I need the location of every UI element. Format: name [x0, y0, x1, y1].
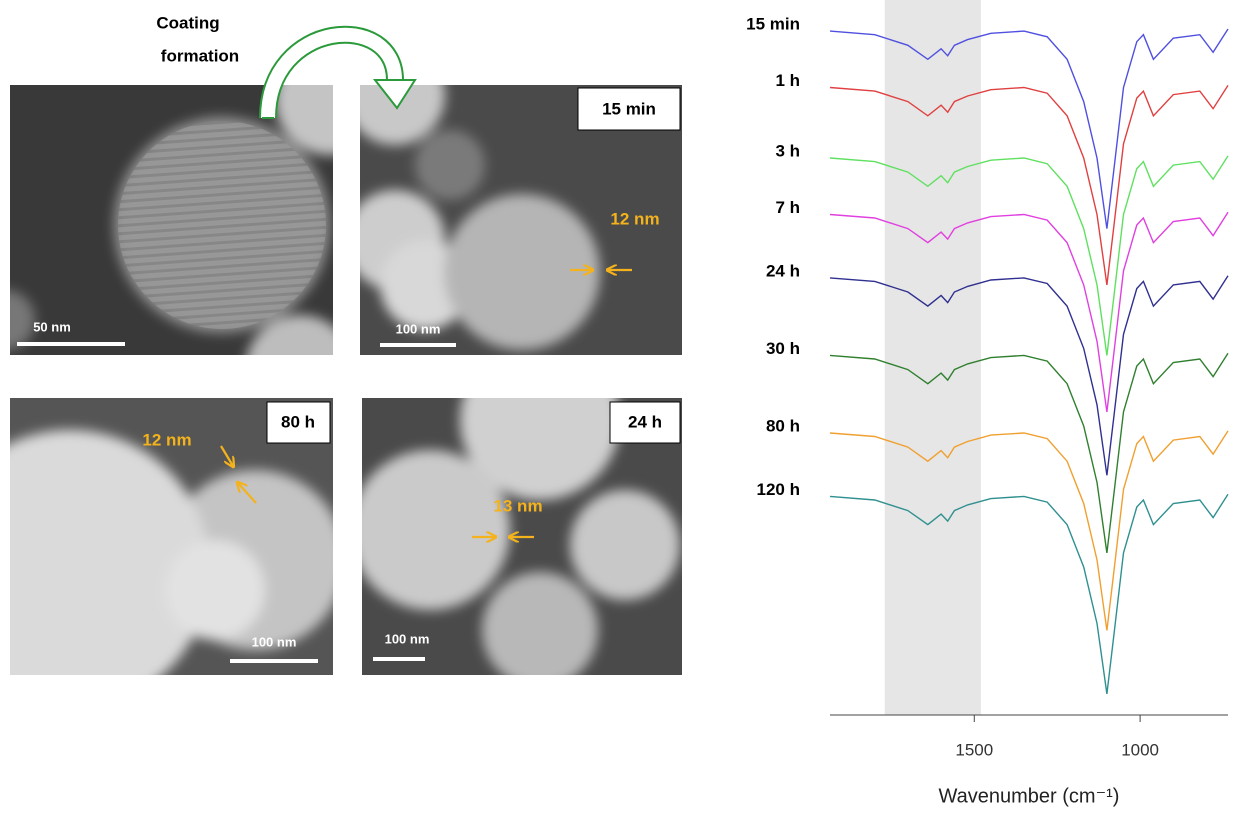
- time-label: 80 h: [281, 412, 315, 431]
- spectrum-line: [829, 275, 1229, 476]
- spectrum-line: [829, 352, 1229, 553]
- thickness-arrow: [220, 445, 233, 466]
- x-tick-label: 1000: [1121, 740, 1159, 759]
- series-label: 30 h: [766, 339, 800, 358]
- series-label: 24 h: [766, 261, 800, 280]
- image-panel: [360, 85, 682, 355]
- spectrum-line: [829, 28, 1229, 229]
- annotation: formation: [161, 46, 239, 65]
- spectrum-line: [829, 430, 1229, 631]
- series-label: 80 h: [766, 416, 800, 435]
- series-label: 3 h: [775, 142, 800, 161]
- scale-bar-label: 100 nm: [252, 634, 297, 649]
- label-box: [266, 401, 331, 444]
- series-label: 120 h: [757, 480, 800, 499]
- scale-bar-label: 50 nm: [33, 319, 71, 334]
- series-label: 1 h: [775, 71, 800, 90]
- image-panel: [10, 398, 333, 675]
- time-label: 15 min: [602, 99, 656, 118]
- spectrum-line: [829, 155, 1229, 356]
- series-label: 7 h: [775, 198, 800, 217]
- thickness-label: 12 nm: [142, 430, 191, 449]
- image-panel: [10, 85, 333, 355]
- label-box: [577, 87, 681, 131]
- time-label: 24 h: [628, 412, 662, 431]
- thickness-arrow: [238, 483, 257, 504]
- series-label: 15 min: [746, 15, 800, 34]
- spectrum-line: [829, 493, 1229, 694]
- spectra-chart: 1500 1000 Wavenumber (cm⁻¹) 15 min 1 h 3 h 7 h…: [746, 0, 1229, 807]
- spectrum-line: [829, 85, 1229, 285]
- coating-arrow: [259, 25, 417, 119]
- scale-bar-label: 100 nm: [385, 631, 430, 646]
- scale-bar-label: 100 nm: [396, 321, 441, 336]
- thickness-label: 12 nm: [610, 209, 659, 228]
- x-tick-label: 1500: [955, 740, 993, 759]
- spectrum-line: [829, 211, 1229, 412]
- thickness-label: 13 nm: [493, 496, 542, 515]
- x-axis-label: Wavenumber (cm⁻¹): [939, 785, 1120, 807]
- annotation: Coating: [156, 13, 219, 32]
- label-box: [609, 401, 681, 444]
- highlight-band: [884, 0, 981, 715]
